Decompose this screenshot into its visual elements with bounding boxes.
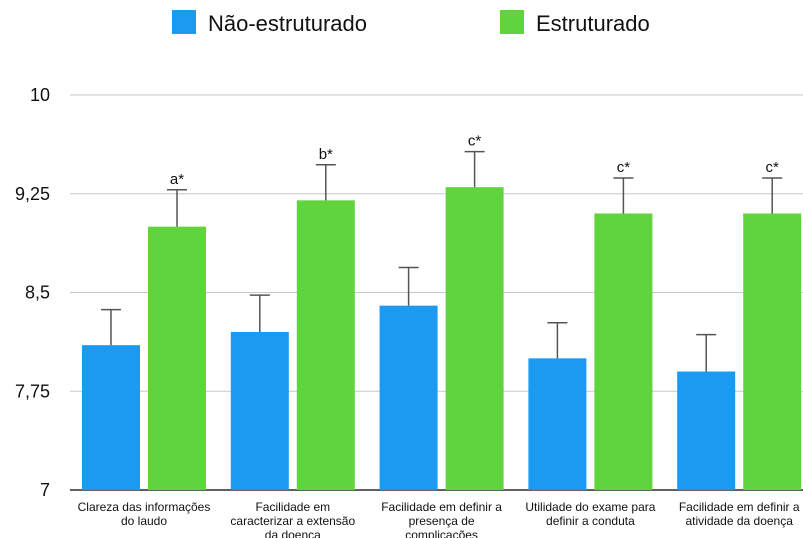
legend-label-1: Não-estruturado: [208, 11, 367, 36]
legend: Não-estruturado Estruturado: [172, 10, 650, 36]
category-label: complicações: [405, 528, 478, 538]
category-label: presença de: [409, 514, 475, 528]
bar-nao-estruturado: [379, 305, 438, 490]
significance-label: c*: [617, 159, 631, 176]
bar-nao-estruturado: [528, 358, 587, 490]
category-label: Clareza das informações: [78, 500, 211, 514]
bar-estruturado: [445, 187, 504, 490]
category-label: Utilidade do exame para: [525, 500, 655, 514]
category-label: da doença: [265, 528, 321, 538]
legend-swatch-2: [500, 10, 524, 34]
significance-label: a*: [170, 171, 184, 188]
category-label: Facilidade em definir a: [381, 500, 502, 514]
bar-nao-estruturado: [82, 345, 140, 490]
legend-swatch-1: [172, 10, 196, 34]
significance-label: b*: [319, 146, 333, 163]
significance-labels: a* b* c* c* c*: [170, 133, 779, 188]
significance-label: c*: [766, 159, 780, 176]
category-label: do laudo: [121, 514, 167, 528]
error-bars: [101, 150, 783, 372]
category-label: definir a conduta: [546, 514, 635, 528]
y-tick-label: 8,5: [25, 283, 50, 303]
category-label: caracterizar a extensão: [230, 514, 355, 528]
bar-nao-estruturado: [230, 332, 289, 490]
significance-label: c*: [468, 133, 482, 150]
y-tick-label: 10: [30, 85, 50, 105]
category-label: atividade da doença: [685, 514, 793, 528]
legend-label-2: Estruturado: [536, 11, 650, 36]
y-tick-label: 9,25: [15, 184, 50, 204]
bar-estruturado: [594, 213, 653, 490]
y-tick-label: 7: [40, 480, 50, 500]
bars: [82, 187, 802, 491]
y-axis: 7 7,75 8,5 9,25 10: [15, 85, 50, 500]
y-tick-label: 7,75: [15, 381, 50, 401]
category-label: Facilidade em definir a: [679, 500, 800, 514]
bar-estruturado: [296, 200, 355, 491]
bar-nao-estruturado: [677, 371, 736, 490]
bar-estruturado: [148, 226, 206, 490]
category-label: Facilidade em: [255, 500, 330, 514]
bar-estruturado: [743, 213, 802, 490]
